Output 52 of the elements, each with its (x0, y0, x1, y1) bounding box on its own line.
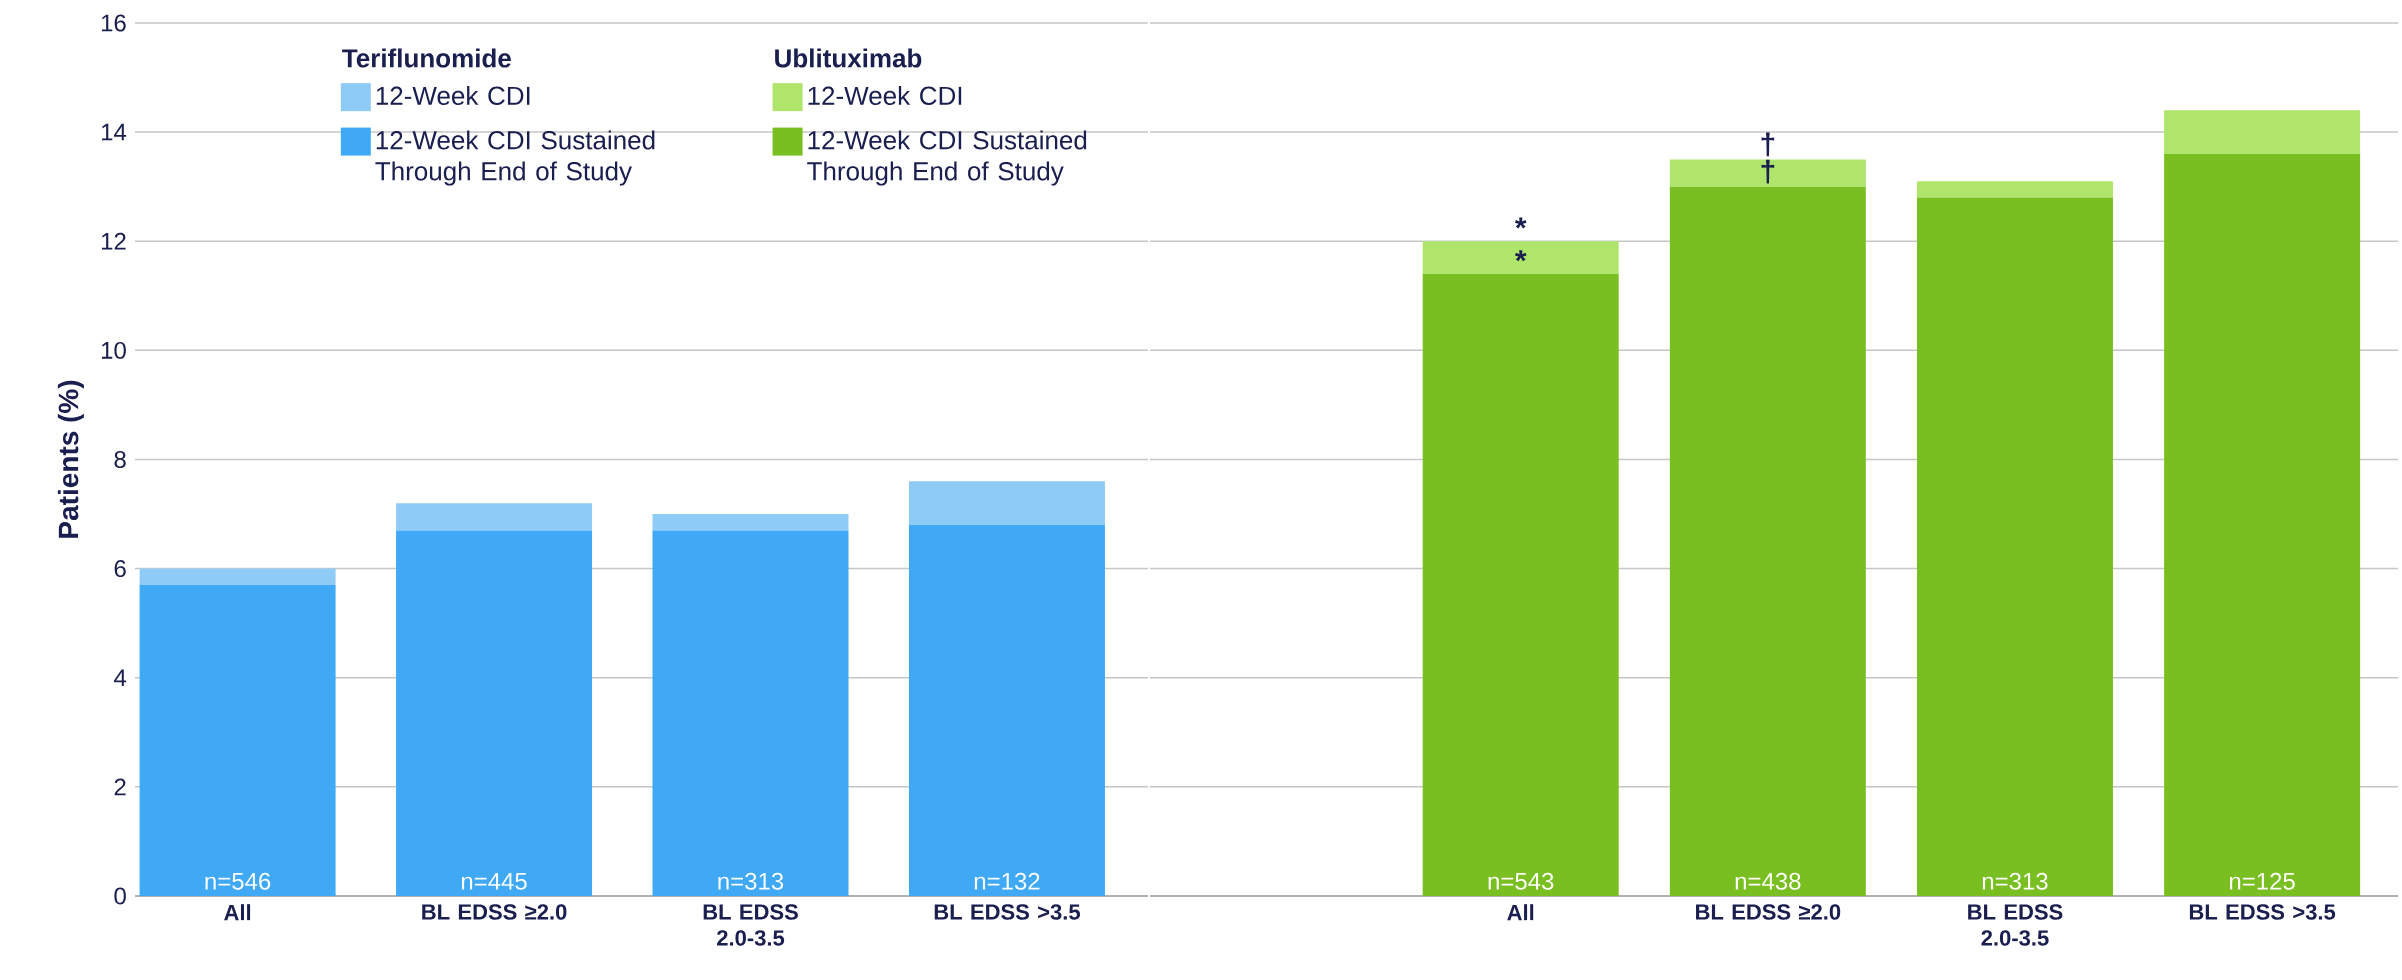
y-tick-label: 10 (101, 341, 126, 359)
legend-label: 12-Week CDI Sustained Through End of Study (807, 130, 1087, 186)
y-tick-label: 6 (114, 560, 126, 578)
y-tick-label: 16 (101, 14, 126, 32)
legend-label: 12-Week CDI Sustained Through End of Study (375, 130, 655, 186)
bar (139, 568, 336, 585)
y-tick-label: 2 (114, 778, 126, 796)
annotation: † (1761, 159, 1775, 184)
x-tick-label: BL EDSS ≥2.0 (1696, 904, 1841, 920)
x-tick-label: All (1507, 904, 1534, 921)
annotation: n=125 (2230, 872, 2295, 890)
bar (1422, 273, 1619, 896)
annotation: n=546 (205, 872, 271, 890)
legend-title: Ublituximab (775, 48, 922, 68)
y-tick-label: 8 (114, 451, 126, 468)
bar (2164, 153, 2361, 896)
annotation: † (1761, 132, 1775, 157)
x-tick-label: BL EDSS ≥2.0 (422, 904, 567, 920)
x-tick-label: BL EDSS 2.0-3.5 (703, 904, 798, 946)
y-axis-title: Patients (%) (57, 380, 84, 538)
x-tick-label: BL EDSS >3.5 (2189, 904, 2336, 920)
bar (652, 514, 849, 531)
bar (396, 530, 593, 896)
bar (1669, 159, 1866, 187)
bar (652, 530, 849, 896)
annotation: n=132 (974, 872, 1040, 890)
y-tick-label: 0 (114, 887, 126, 905)
bar (908, 524, 1105, 896)
annotation: n=313 (1982, 872, 2048, 890)
legend-label: 12-Week CDI (808, 85, 962, 106)
bar (1669, 186, 1866, 896)
x-tick-label: BL EDSS >3.5 (934, 904, 1080, 920)
annotation: * (1514, 217, 1527, 229)
bar (2164, 110, 2361, 154)
legend-label: 12-Week CDI (376, 85, 530, 106)
bar (139, 584, 336, 896)
y-tick-label: 14 (101, 123, 127, 141)
legend-title: Teriflunomide (342, 48, 511, 68)
x-tick-label: All (224, 904, 251, 921)
annotation: n=313 (718, 872, 784, 890)
bar (396, 503, 593, 531)
bar (1916, 197, 2113, 896)
annotation: n=543 (1488, 872, 1554, 890)
annotation: n=445 (461, 873, 527, 890)
annotation: * (1514, 250, 1527, 262)
y-tick-label: 4 (114, 669, 127, 686)
bar (908, 481, 1105, 525)
bar (1916, 181, 2113, 198)
y-tick-label: 12 (101, 232, 126, 250)
annotation: n=438 (1735, 872, 1801, 890)
bar (1422, 241, 1619, 274)
x-tick-label: BL EDSS 2.0-3.5 (1968, 904, 2063, 946)
